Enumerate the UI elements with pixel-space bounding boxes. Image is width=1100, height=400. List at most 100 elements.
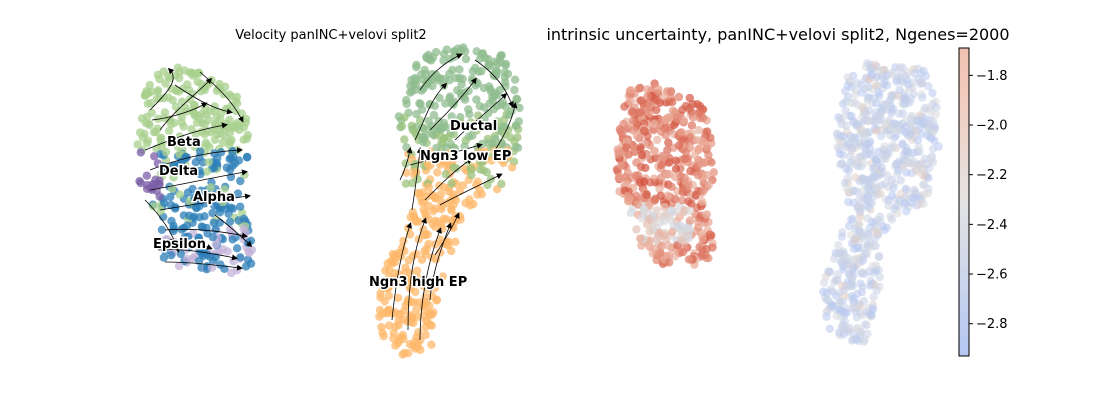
uncertainty-cell-point — [819, 287, 828, 296]
cell-point — [493, 101, 502, 111]
uncertainty-cell-point — [684, 233, 694, 243]
uncertainty-cell-point — [864, 117, 873, 126]
cell-point — [416, 193, 425, 202]
cell-point — [228, 147, 237, 156]
uncertainty-cell-point — [658, 154, 667, 163]
uncertainty-cell-point — [819, 278, 829, 287]
velocity-streamline — [149, 169, 248, 191]
cell-point — [208, 208, 217, 218]
cell-point — [175, 190, 184, 199]
cell-point — [401, 159, 410, 168]
uncertainty-cell-point — [873, 215, 882, 225]
cell-point — [190, 193, 199, 202]
cell-point — [421, 230, 430, 239]
cell-point — [236, 176, 245, 186]
uncertainty-cell-point — [833, 142, 842, 152]
cell-point — [184, 85, 194, 95]
uncertainty-cell-point — [873, 228, 883, 237]
uncertainty-cell-point — [892, 77, 901, 86]
uncertainty-cell-point — [661, 115, 670, 124]
uncertainty-cell-point — [620, 102, 629, 111]
cell-point — [187, 124, 196, 134]
uncertainty-cell-point — [671, 156, 681, 165]
uncertainty-cell-point — [861, 151, 870, 160]
uncertainty-cell-point — [616, 127, 625, 136]
cluster-labels: Beta Delta Alpha Epsilon Ductal Ngn3 low… — [152, 118, 513, 292]
cell-point — [195, 147, 205, 156]
cell-point — [225, 90, 234, 99]
uncertainty-cell-point — [678, 247, 688, 257]
uncertainty-cell-point — [614, 150, 623, 159]
uncertainty-cell-point — [643, 92, 652, 101]
uncertainty-cell-point — [837, 323, 847, 332]
uncertainty-cell-point — [621, 172, 630, 182]
cell-point — [181, 153, 191, 162]
uncertainty-cell-point — [694, 144, 704, 153]
uncertainty-cell-point — [694, 108, 704, 117]
uncertainty-cell-point — [837, 114, 847, 123]
uncertainty-cell-point — [901, 128, 910, 137]
cell-point — [184, 211, 194, 220]
uncertainty-cell-point — [837, 232, 847, 241]
cell-point — [455, 65, 464, 74]
uncertainty-cell-point — [701, 250, 710, 260]
uncertainty-cell-point — [896, 189, 905, 199]
cell-point — [138, 133, 147, 142]
uncertainty-cell-point — [826, 267, 835, 277]
cell-point — [422, 192, 431, 201]
cell-point — [445, 69, 454, 78]
uncertainty-cell-point — [656, 217, 665, 227]
uncertainty-cell-point — [853, 324, 862, 334]
cell-point — [504, 152, 513, 161]
uncertainty-cell-point — [665, 258, 674, 267]
cell-point — [168, 96, 177, 105]
uncertainty-cell-point — [867, 70, 876, 79]
colorbar-tick-label: −1.8 — [976, 69, 1008, 84]
cell-point — [133, 140, 142, 149]
uncertainty-cell-point — [876, 189, 885, 198]
uncertainty-cell-point — [685, 143, 695, 153]
cell-point — [429, 206, 438, 216]
cell-point — [424, 215, 433, 224]
cell-point — [471, 77, 480, 87]
cell-point — [455, 186, 464, 196]
cell-point — [496, 58, 505, 67]
uncertainty-cell-point — [659, 92, 669, 101]
uncertainty-cell-point — [697, 159, 706, 168]
cell-point — [451, 237, 460, 246]
cell-point — [429, 110, 439, 120]
cell-point — [496, 51, 505, 60]
velocity-streamline — [429, 222, 452, 301]
colorbar-tick-label: −2.8 — [976, 317, 1008, 332]
cell-point — [439, 49, 449, 59]
cell-point — [456, 117, 465, 127]
cell-point — [400, 113, 409, 122]
uncertainty-cell-point — [631, 171, 640, 180]
uncertainty-cell-point — [835, 297, 845, 307]
velocity-streamline — [411, 147, 423, 211]
colorbar-tick-label: −2.2 — [976, 168, 1008, 183]
uncertainty-cell-point — [849, 294, 859, 303]
cell-point — [233, 189, 243, 198]
uncertainty-cell-point — [864, 106, 873, 115]
uncertainty-cell-point — [681, 101, 691, 111]
cell-point — [190, 101, 199, 110]
cell-point — [402, 143, 411, 152]
uncertainty-cell-point — [871, 60, 880, 69]
uncertainty-cell-point — [847, 111, 856, 121]
cell-point — [149, 202, 158, 211]
cell-point — [225, 137, 235, 147]
cell-point — [508, 163, 517, 172]
velocity-streamline — [407, 217, 427, 331]
uncertainty-cell-point — [668, 97, 677, 107]
cell-point — [216, 129, 225, 138]
velocity-streamline — [144, 199, 180, 253]
cell-point — [246, 259, 256, 268]
cell-point — [153, 87, 162, 96]
uncertainty-cell-point — [653, 135, 662, 145]
uncertainty-cell-point — [872, 182, 881, 192]
uncertainty-cell-point — [617, 161, 626, 170]
cell-point — [408, 341, 418, 350]
uncertainty-cell-point — [863, 214, 872, 223]
uncertainty-cell-point — [847, 98, 856, 108]
